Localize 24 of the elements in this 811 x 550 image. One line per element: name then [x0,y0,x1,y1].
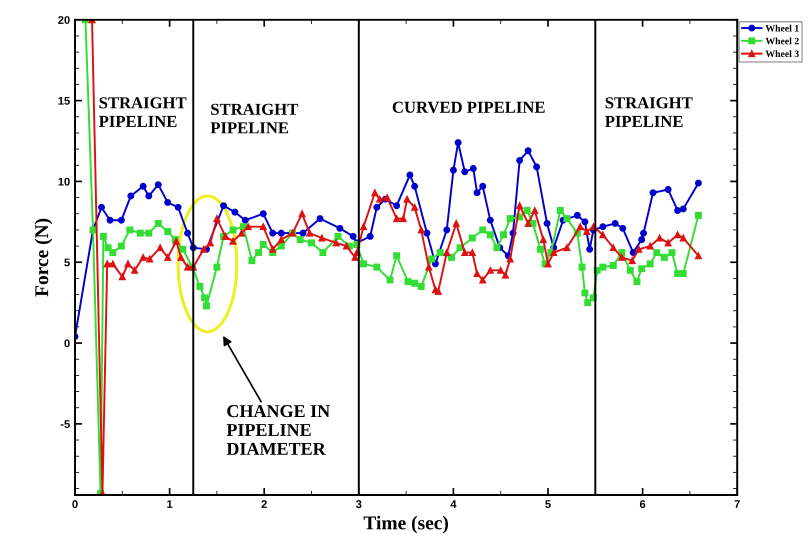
y-tick-label: 20 [58,16,70,24]
x-tick-label: 5 [545,500,551,508]
x-tick-label: 7 [734,500,740,508]
x-tick-label: 1 [167,500,172,508]
x-tick-label: 2 [262,500,267,508]
x-tick-label: 0 [72,500,78,508]
x-axis-title: Time (sec) [364,516,448,534]
legend-label: Wheel 1 [766,24,799,32]
x-tick-label: 3 [356,500,362,508]
annotation: STRAIGHT PIPELINE [605,97,692,127]
x-tick-label: 6 [640,500,646,508]
y-axis-title: Force (N) [34,218,52,297]
annotation: CHANGE IN PIPELINE DIAMETER [226,405,330,455]
annotation: STRAIGHT PIPELINE [210,104,298,134]
y-tick-label: 15 [58,97,70,105]
x-tick-label: 4 [450,500,456,508]
y-tick-label: 10 [58,178,70,186]
y-tick-label: 0 [64,339,70,348]
legend-label: Wheel 2 [766,37,799,44]
annotation: STRAIGHT PIPELINE [98,97,186,127]
y-tick-label: 5 [64,258,70,266]
legend-label: Wheel 3 [766,50,799,58]
annotation: CURVED PIPELINE [392,102,545,113]
y-tick-label: -5 [60,420,70,428]
